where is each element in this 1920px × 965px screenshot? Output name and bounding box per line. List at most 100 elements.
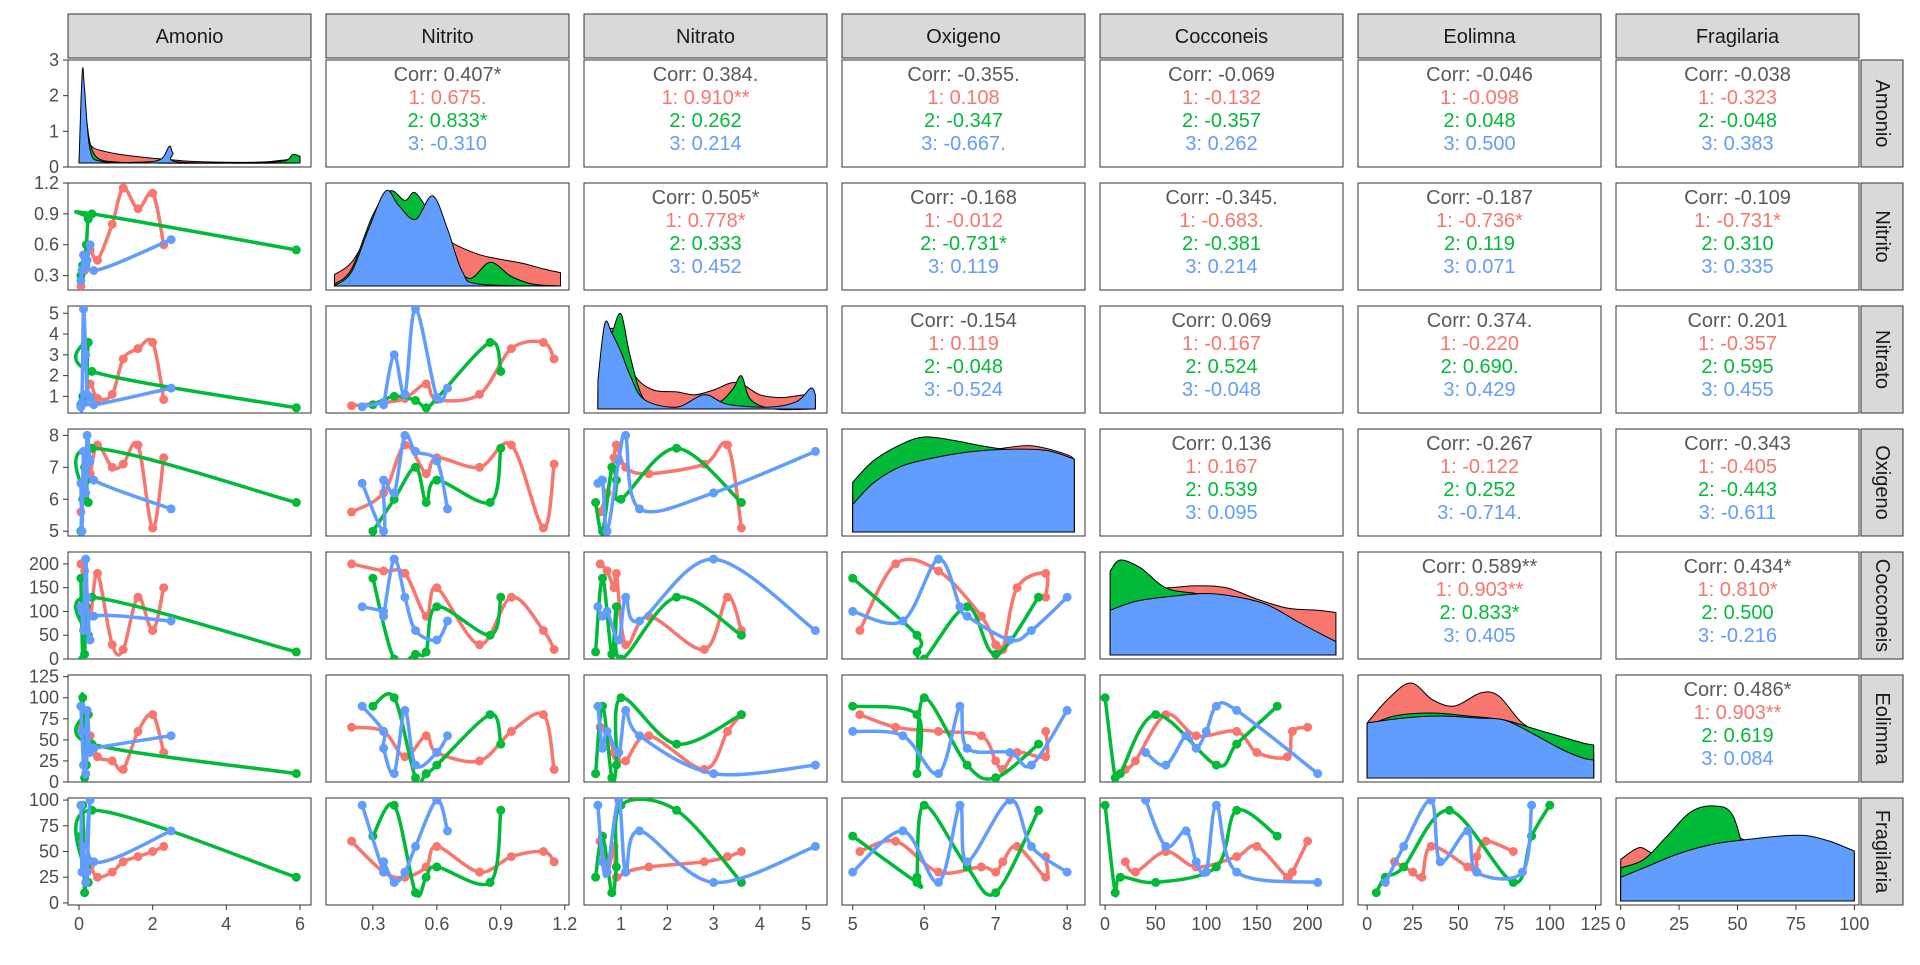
y-tick-label-fragilaria-0: 0	[49, 893, 59, 913]
point-cocconeis-amonio-group-3-5	[85, 635, 95, 645]
point-eolimna-oxigeno-group-2-4	[962, 760, 972, 770]
point-nitrato-nitrito-group-3-4	[400, 389, 410, 399]
panel-nitrato-eolimna	[1357, 305, 1602, 414]
point-cocconeis-nitrato-group-2-6	[736, 630, 746, 640]
corr-group-2-amonio-eolimna: 2: 0.048	[1443, 110, 1515, 132]
x-tick-label-nitrato-2: 2	[662, 914, 672, 934]
point-cocconeis-oxigeno-group-2-6	[1034, 592, 1043, 602]
point-oxigeno-amonio-group-3-1	[77, 526, 87, 536]
panel-cocconeis-amonio-content	[74, 554, 301, 659]
density-amonio-group-3	[78, 67, 301, 164]
strip-top-cocconeis	[1099, 13, 1344, 59]
panel-amonio-amonio	[67, 59, 312, 168]
point-fragilaria-nitrito-group-1-7	[538, 847, 548, 856]
point-nitrito-amonio-group-3-7	[166, 235, 176, 245]
corr-group-1-cocconeis-fragilaria: 1: 0.810*	[1697, 579, 1777, 601]
panel-nitrito-oxigeno	[841, 182, 1086, 291]
point-cocconeis-amonio-group-1-3	[93, 568, 102, 578]
point-cocconeis-nitrato-group-3-0	[593, 602, 603, 612]
strip-right-label-cocconeis: Cocconeis	[1871, 559, 1893, 652]
point-cocconeis-oxigeno-group-3-3	[955, 602, 965, 612]
point-fragilaria-cocconeis-group-3-2	[1181, 826, 1191, 836]
y-tick-label-amonio-3: 3	[49, 50, 59, 70]
point-cocconeis-nitrato-group-1-3	[611, 568, 621, 578]
point-fragilaria-nitrito-group-1-0	[347, 836, 357, 846]
point-cocconeis-oxigeno-group-3-5	[1005, 635, 1015, 645]
panel-eolimna-eolimna-content	[1366, 682, 1595, 779]
point-fragilaria-nitrito-group-3-7	[443, 826, 452, 836]
corr-group-1-nitrito-cocconeis: 1: -0.683.	[1179, 210, 1264, 232]
point-fragilaria-nitrato-group-3-5	[635, 826, 644, 836]
point-nitrato-nitrito-group-3-0	[357, 402, 367, 412]
strip-top-eolimna	[1357, 13, 1602, 59]
panel-nitrato-nitrito-content	[347, 306, 559, 413]
point-eolimna-cocconeis-group-2-3	[1151, 710, 1161, 720]
point-eolimna-nitrato-group-2-5	[672, 739, 682, 749]
corr-group-2-amonio-nitrato: 2: 0.262	[669, 110, 741, 132]
point-oxigeno-nitrito-group-3-6	[432, 456, 442, 466]
corr-overall-nitrato-fragilaria: Corr: 0.201	[1687, 310, 1787, 332]
point-eolimna-nitrato-group-2-6	[736, 710, 746, 720]
corr-group-1-amonio-eolimna: 1: -0.098	[1440, 87, 1519, 109]
point-fragilaria-nitrito-group-3-4	[400, 867, 410, 877]
point-oxigeno-nitrito-group-1-8	[549, 459, 559, 469]
point-eolimna-nitrito-group-2-3	[421, 769, 431, 779]
point-cocconeis-amonio-group-1-8	[159, 583, 169, 593]
point-fragilaria-eolimna-group-2-6	[1545, 800, 1555, 810]
point-oxigeno-nitrato-group-1-8	[736, 523, 746, 533]
point-oxigeno-amonio-group-1-5	[118, 459, 128, 469]
point-nitrato-nitrito-group-2-2	[411, 396, 420, 405]
y-tick-label-eolimna-0: 0	[49, 772, 59, 792]
corr-overall-nitrito-cocconeis: Corr: -0.345.	[1165, 187, 1277, 209]
x-tick-label-fragilaria-100: 100	[1839, 914, 1869, 934]
strip-right-label-fragilaria: Fragilaria	[1871, 810, 1893, 894]
point-nitrito-amonio-group-1-3	[93, 255, 102, 265]
point-eolimna-nitrito-group-2-6	[496, 739, 506, 749]
corr-group-2-amonio-fragilaria: 2: -0.048	[1698, 110, 1777, 132]
point-eolimna-oxigeno-group-2-1	[912, 710, 922, 720]
corr-group-3-oxigeno-eolimna: 3: -0.714.	[1437, 502, 1522, 524]
point-eolimna-nitrito-group-3-3	[389, 769, 399, 779]
point-oxigeno-nitrito-group-2-2	[411, 462, 420, 472]
strip-top-oxigeno	[841, 13, 1086, 59]
corr-overall-oxigeno-cocconeis: Corr: 0.136	[1171, 433, 1271, 455]
x-tick-label-cocconeis-50: 50	[1146, 914, 1166, 934]
point-nitrito-amonio-group-3-6	[89, 266, 99, 275]
panel-fragilaria-amonio	[67, 797, 312, 906]
corr-group-2-oxigeno-eolimna: 2: 0.252	[1443, 479, 1515, 501]
panel-nitrato-nitrato-content	[597, 312, 816, 411]
point-eolimna-oxigeno-group-3-2	[934, 769, 943, 779]
point-fragilaria-eolimna-group-3-4	[1463, 826, 1473, 836]
point-fragilaria-oxigeno-group-1-5	[998, 857, 1008, 867]
point-oxigeno-nitrato-group-3-5	[635, 504, 644, 514]
x-tick-label-nitrato-4: 4	[755, 914, 765, 934]
point-oxigeno-nitrato-group-3-4	[621, 430, 631, 440]
point-nitrato-amonio-group-2-6	[291, 403, 301, 413]
point-fragilaria-cocconeis-group-2-4	[1211, 862, 1221, 872]
corr-group-2-nitrato-eolimna: 2: 0.690.	[1441, 356, 1519, 378]
corr-group-1-amonio-fragilaria: 1: -0.323	[1698, 87, 1777, 109]
point-eolimna-oxigeno-group-1-0	[855, 710, 865, 720]
y-tick-label-cocconeis-150: 150	[29, 578, 59, 598]
point-eolimna-nitrato-group-3-0	[593, 701, 603, 711]
point-fragilaria-nitrato-group-3-0	[593, 800, 603, 810]
strip-right-nitrito	[1860, 182, 1904, 291]
point-nitrato-nitrito-group-2-5	[485, 337, 495, 347]
corr-overall-amonio-fragilaria: Corr: -0.038	[1684, 64, 1791, 86]
point-fragilaria-cocconeis-group-3-1	[1161, 841, 1171, 851]
corr-group-3-amonio-fragilaria: 3: 0.383	[1701, 133, 1773, 155]
point-eolimna-nitrato-group-2-4	[616, 693, 626, 703]
point-fragilaria-nitrato-group-2-5	[672, 805, 682, 815]
corr-group-1-nitrato-fragilaria: 1: -0.357	[1698, 333, 1777, 355]
corr-group-1-nitrito-fragilaria: 1: -0.731*	[1694, 210, 1781, 232]
point-oxigeno-nitrato-group-3-3	[614, 456, 624, 466]
point-cocconeis-oxigeno-group-1-1	[891, 559, 901, 569]
y-tick-label-nitrito-0-3: 0.3	[34, 266, 59, 286]
corr-group-2-oxigeno-cocconeis: 2: 0.539	[1185, 479, 1257, 501]
point-fragilaria-nitrito-group-1-6	[506, 852, 516, 862]
point-eolimna-nitrito-group-3-1	[379, 726, 389, 736]
point-oxigeno-nitrato-group-1-7	[723, 440, 732, 450]
corr-group-1-nitrato-cocconeis: 1: -0.167	[1182, 333, 1261, 355]
point-eolimna-cocconeis-group-3-3	[1191, 743, 1201, 753]
